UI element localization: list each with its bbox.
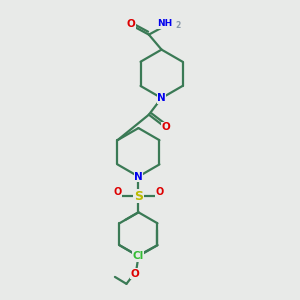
Text: Cl: Cl (132, 251, 143, 261)
Text: O: O (155, 187, 164, 197)
Text: O: O (114, 187, 122, 197)
Text: N: N (134, 172, 143, 182)
Text: N: N (157, 93, 166, 103)
Text: O: O (161, 122, 170, 132)
Text: S: S (134, 190, 143, 203)
Text: 2: 2 (176, 21, 181, 30)
Text: O: O (130, 269, 140, 279)
Text: NH: NH (158, 19, 172, 28)
Text: O: O (127, 19, 136, 29)
